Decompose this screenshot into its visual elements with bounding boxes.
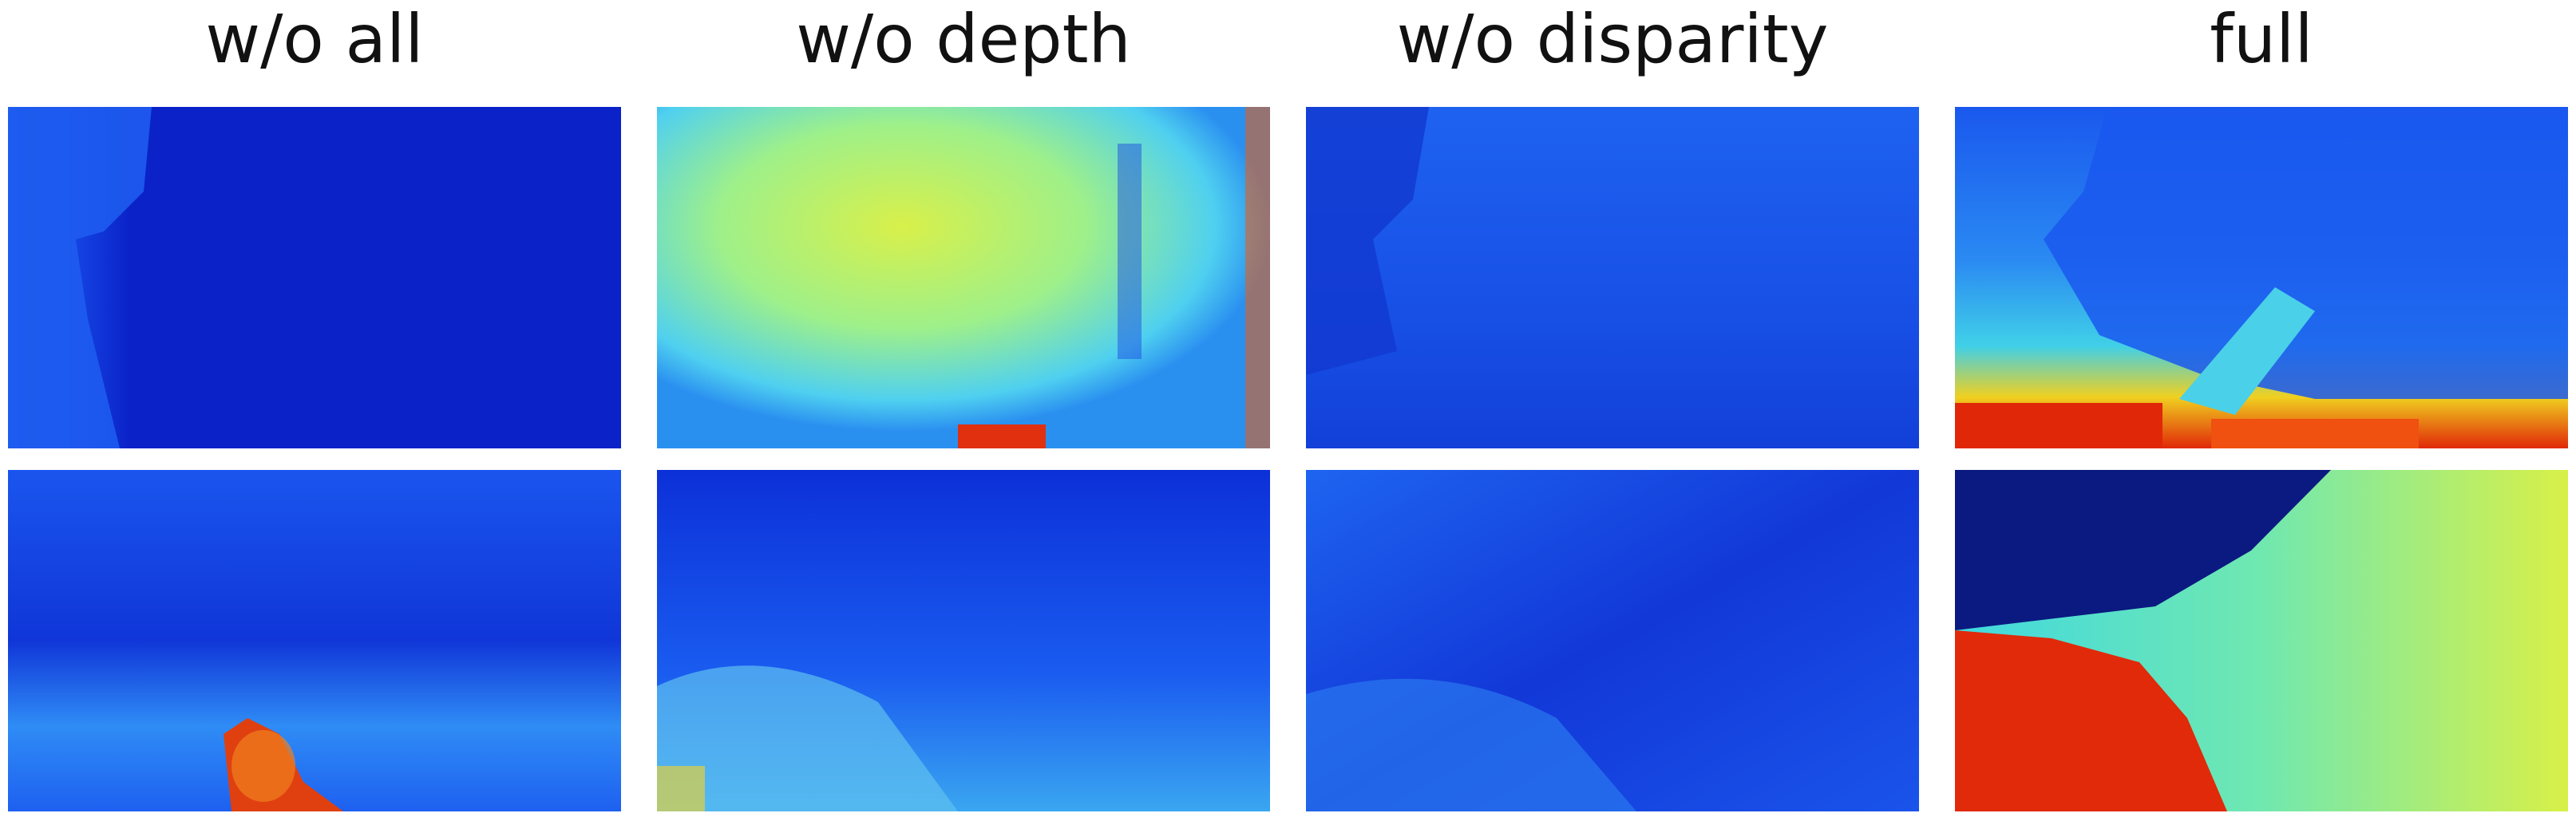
depth-map: [1955, 470, 2568, 811]
depth-map: [8, 470, 621, 811]
column-titles: w/o all w/o depth w/o disparity full: [205, 0, 2313, 78]
depth-map: [657, 470, 1270, 811]
depth-map: [1955, 107, 2568, 448]
column-title: full: [2210, 0, 2313, 78]
depth-map: [657, 107, 1270, 448]
depth-map: [1306, 470, 1919, 811]
column-title: w/o all: [205, 0, 423, 78]
depth-map: [8, 107, 621, 448]
column-title: w/o disparity: [1397, 0, 1829, 78]
column-title: w/o depth: [796, 0, 1131, 78]
depth-map: [1306, 107, 1919, 448]
